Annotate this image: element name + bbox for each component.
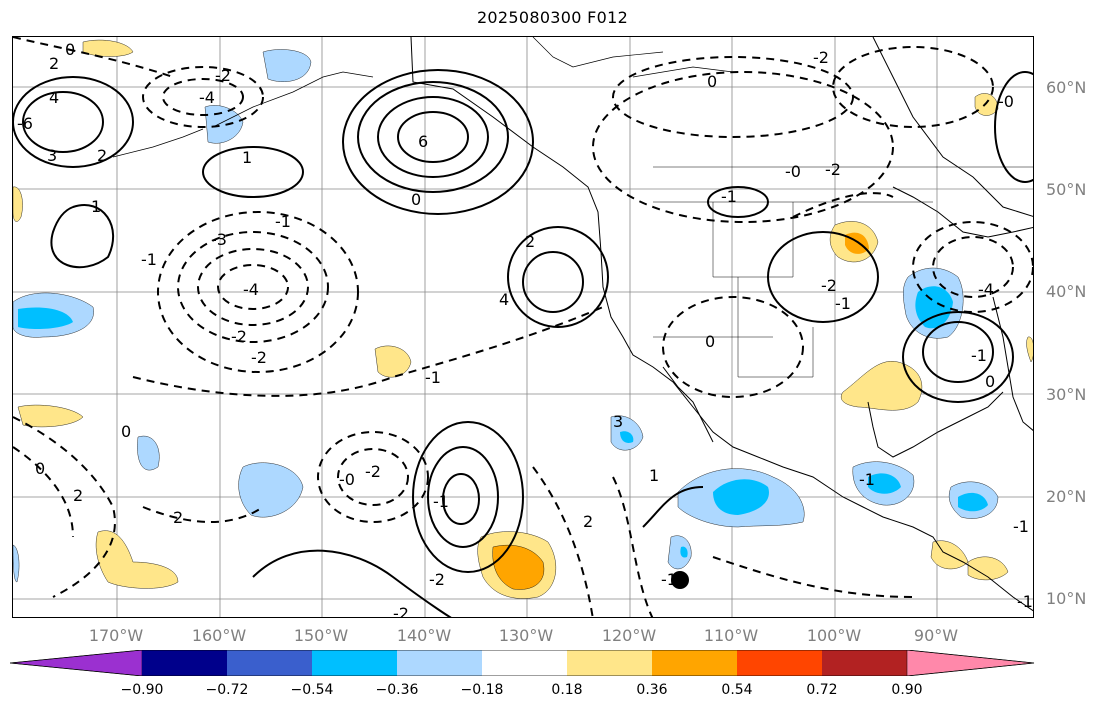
contour-label: -1 bbox=[433, 492, 449, 511]
contour-label: 2 bbox=[97, 146, 107, 165]
colorbar-over-triangle bbox=[906, 650, 1035, 676]
contour-label: -2 bbox=[215, 66, 231, 85]
contour-label: -1 bbox=[1017, 592, 1033, 611]
contour-label: 1 bbox=[649, 466, 659, 485]
contour-label: 2 bbox=[173, 508, 183, 527]
colorbar-tick: 0.72 bbox=[806, 682, 838, 698]
colorbar-under-triangle bbox=[10, 650, 143, 676]
storm-marker bbox=[671, 571, 689, 589]
lon-label-100w: 100°W bbox=[806, 626, 862, 645]
dashed-contours bbox=[13, 37, 1033, 617]
lon-label-90w: 90°W bbox=[913, 626, 959, 645]
colorbar-tick: 0.90 bbox=[891, 682, 923, 698]
colorbar-swatch bbox=[397, 650, 482, 676]
lon-label-150w: 150°W bbox=[293, 626, 349, 645]
contour-label: -1 bbox=[425, 368, 441, 387]
contour-label: -1 bbox=[1013, 517, 1029, 536]
lon-label-120w: 120°W bbox=[601, 626, 657, 645]
lon-label-140w: 140°W bbox=[396, 626, 452, 645]
map-title: 2025080300 F012 bbox=[476, 8, 629, 27]
colorbar-swatch bbox=[142, 650, 227, 676]
contour-labels: 0 2 4 3 2 1 6 -2 -4 -6 1 2 4 0 -1 -1 -3 … bbox=[17, 40, 1033, 618]
contour-label: -1 bbox=[275, 212, 291, 231]
contour-label: 6 bbox=[418, 132, 428, 151]
contour-label: 0 bbox=[985, 372, 995, 391]
lat-label-20n: 20°N bbox=[1046, 487, 1087, 506]
lat-label-60n: 60°N bbox=[1046, 78, 1087, 97]
contour-label: 0 bbox=[35, 459, 45, 478]
contour-label: 4 bbox=[49, 88, 59, 107]
map-svg: 0 2 4 3 2 1 6 -2 -4 -6 1 2 4 0 -1 -1 -3 … bbox=[13, 37, 1033, 618]
lat-label-50n: 50°N bbox=[1046, 180, 1087, 199]
contour-label: -6 bbox=[17, 114, 33, 133]
lon-label-170w: 170°W bbox=[88, 626, 144, 645]
colorbar-tick: −0.54 bbox=[290, 682, 334, 698]
solid-contours bbox=[13, 69, 1033, 617]
contour-label: 0 bbox=[121, 422, 131, 441]
contour-label: -2 bbox=[393, 604, 409, 618]
contour-label: -2 bbox=[429, 570, 445, 589]
coastlines bbox=[112, 37, 1033, 612]
contour-label: 2 bbox=[525, 232, 535, 251]
contour-label: 2 bbox=[73, 486, 83, 505]
lon-label-110w: 110°W bbox=[703, 626, 759, 645]
contour-label: 0 bbox=[411, 190, 421, 209]
colorbar-swatch bbox=[822, 650, 907, 676]
contour-label: 4 bbox=[499, 290, 509, 309]
contour-label: -1 bbox=[141, 250, 157, 269]
colorbar-swatch bbox=[567, 650, 652, 676]
contour-label: -4 bbox=[978, 280, 994, 299]
contour-label: -4 bbox=[199, 88, 215, 107]
contour-label: -0 bbox=[785, 162, 801, 181]
contour-label: 0 bbox=[705, 332, 715, 351]
contour-label: -0 bbox=[998, 92, 1014, 111]
contour-label: 3 bbox=[47, 146, 57, 165]
contour-label: 3 bbox=[613, 412, 623, 431]
lat-label-30n: 30°N bbox=[1046, 385, 1087, 404]
contour-label: -4 bbox=[243, 280, 259, 299]
map-panel: 0 2 4 3 2 1 6 -2 -4 -6 1 2 4 0 -1 -1 -3 … bbox=[12, 36, 1034, 618]
colorbar-tick: −0.90 bbox=[120, 682, 164, 698]
contour-label: 0 bbox=[65, 40, 75, 59]
contour-label: -1 bbox=[721, 187, 737, 206]
shaded-fields bbox=[13, 39, 1033, 599]
contour-label: 2 bbox=[49, 54, 59, 73]
contour-label: 1 bbox=[91, 197, 101, 216]
lon-label-160w: 160°W bbox=[191, 626, 247, 645]
colorbar-tick: −0.72 bbox=[205, 682, 249, 698]
contour-label: -2 bbox=[821, 276, 837, 295]
lat-label-40n: 40°N bbox=[1046, 282, 1087, 301]
colorbar-swatch bbox=[652, 650, 737, 676]
colorbar-swatch bbox=[482, 650, 567, 676]
contour-label: -2 bbox=[231, 327, 247, 346]
contour-label: -3 bbox=[211, 230, 227, 249]
lon-label-130w: 130°W bbox=[498, 626, 554, 645]
contour-label: -2 bbox=[825, 160, 841, 179]
colorbar-swatch bbox=[227, 650, 312, 676]
contour-label: -0 bbox=[339, 470, 355, 489]
contour-label: -2 bbox=[251, 348, 267, 367]
colorbar-tick: −0.18 bbox=[460, 682, 504, 698]
colorbar-swatch bbox=[312, 650, 397, 676]
contour-label: -2 bbox=[813, 48, 829, 67]
contour-label: -1 bbox=[835, 294, 851, 313]
contour-label: 2 bbox=[583, 512, 593, 531]
lat-label-10n: 10°N bbox=[1046, 589, 1087, 608]
colorbar-tick: −0.36 bbox=[375, 682, 419, 698]
contour-label: -1 bbox=[971, 346, 987, 365]
contour-label: 1 bbox=[242, 148, 252, 167]
contour-label: -2 bbox=[365, 462, 381, 481]
colorbar-tick: 0.54 bbox=[721, 682, 753, 698]
colorbar-swatch bbox=[737, 650, 822, 676]
contour-label: -1 bbox=[859, 470, 875, 489]
colorbar bbox=[10, 650, 1035, 676]
contour-label: 0 bbox=[707, 72, 717, 91]
colorbar-tick: 0.36 bbox=[636, 682, 668, 698]
colorbar-tick: 0.18 bbox=[551, 682, 583, 698]
